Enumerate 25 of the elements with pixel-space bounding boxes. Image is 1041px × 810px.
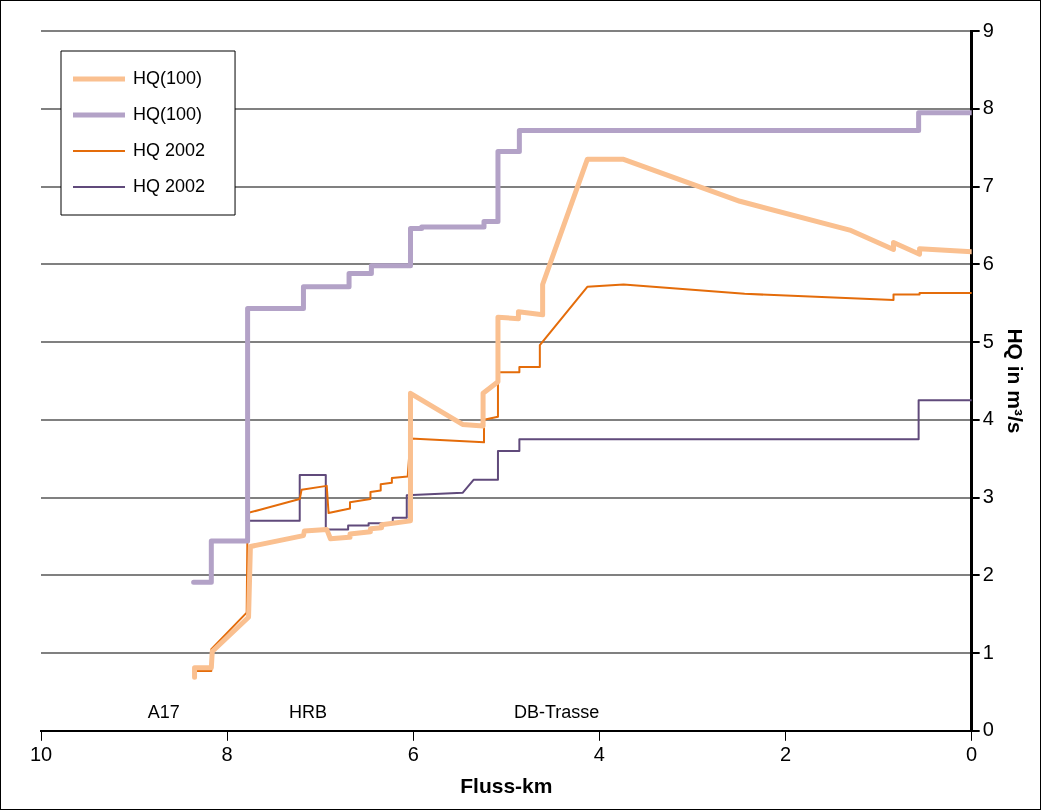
y-tick-label: 5 [982,329,994,352]
x-axis-title: Fluss-km [460,774,553,798]
annotation: DB-Trasse [513,701,600,722]
x-tick-label: 4 [593,743,605,766]
x-tick-label: 10 [29,743,53,766]
y-tick-label: 6 [982,251,994,274]
x-tick-label: 6 [407,743,419,766]
legend-label: HQ 2002 [133,175,206,196]
legend-label: HQ 2002 [133,139,206,160]
y-tick-label: 2 [982,562,994,585]
y-tick-label: 7 [982,174,994,197]
annotation: HRB [289,701,328,722]
y-tick-label: 0 [982,718,994,741]
legend-label: HQ(100) [133,103,203,124]
y-axis-title: HQ in m³/s [1003,328,1027,434]
x-tick-label: 2 [779,743,792,766]
y-tick-label: 1 [982,640,994,663]
y-tick-label: 9 [982,18,994,41]
annotation: A17 [147,701,180,722]
x-tick-label: 0 [966,743,978,766]
y-tick-label: 4 [982,407,994,430]
x-tick-label: 8 [221,743,233,766]
y-tick-label: 3 [982,485,994,508]
y-tick-label: 8 [982,96,994,119]
legend-label: HQ(100) [133,67,203,88]
